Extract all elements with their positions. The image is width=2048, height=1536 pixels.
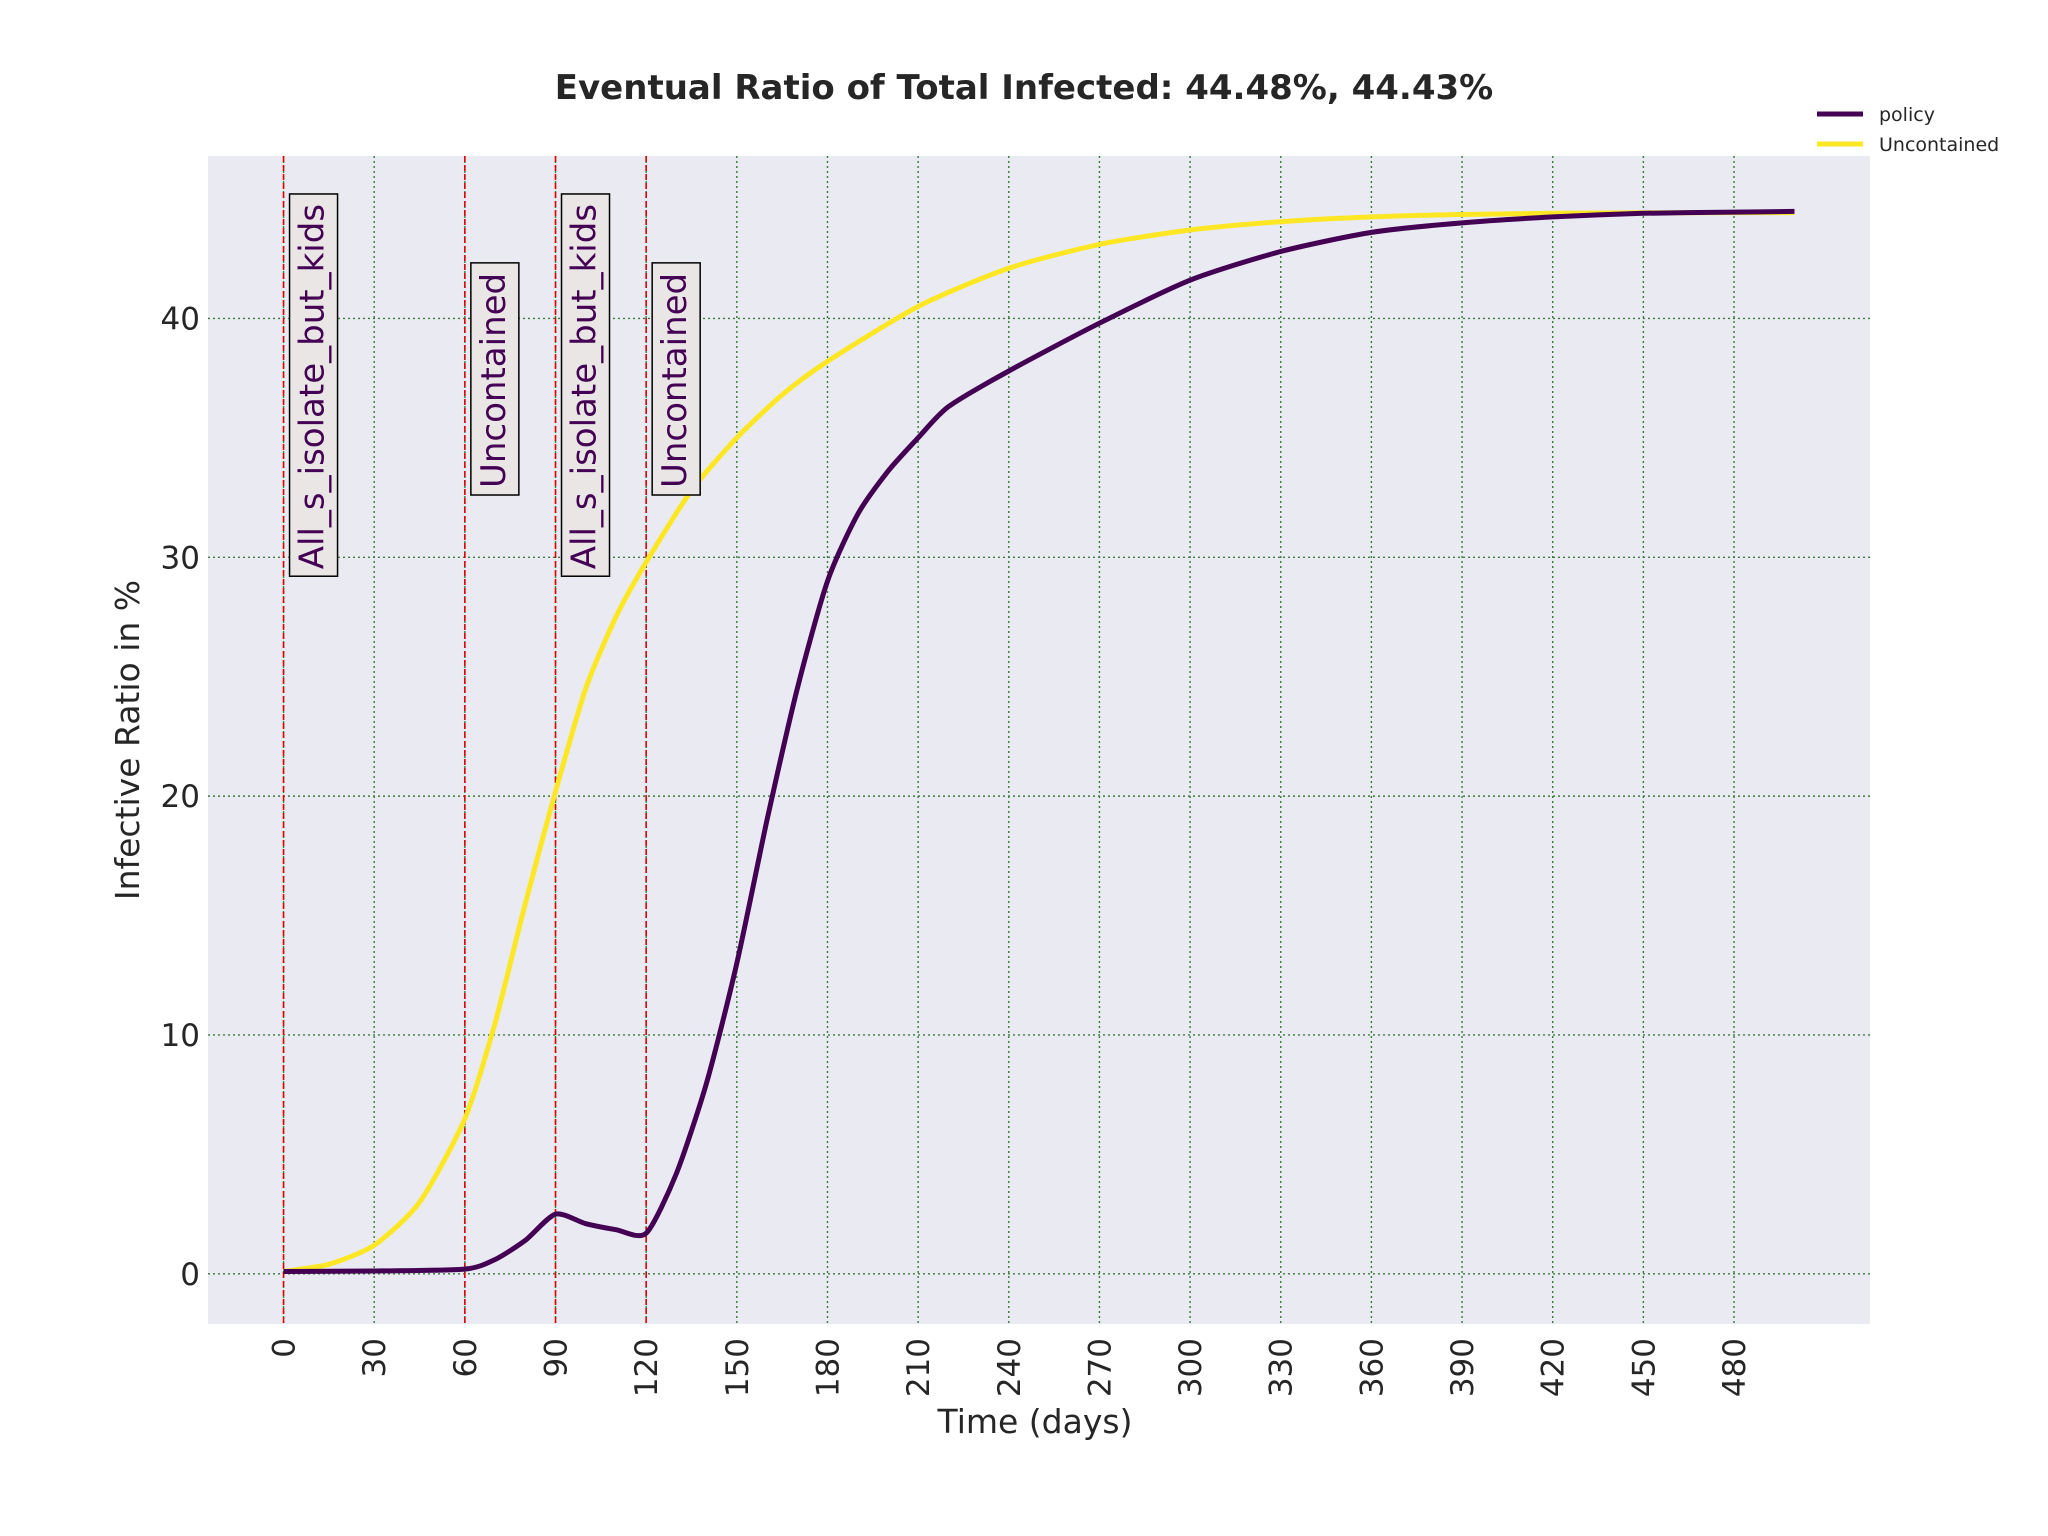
legend-label-policy: policy <box>1879 104 1935 126</box>
y-tick-label: 10 <box>161 1018 200 1054</box>
policy-annotation: All_s_isolate_but_kids <box>560 193 611 577</box>
policy-annotation: Uncontained <box>470 262 520 496</box>
y-tick-label: 0 <box>180 1257 200 1293</box>
x-axis-ticks: 0 30 60 90 120 150 180 210 240 270 300 330 360 390 420… <box>267 1338 1753 1397</box>
x-tick-label: 450 <box>1626 1338 1662 1397</box>
x-tick-label: 0 <box>267 1338 303 1358</box>
x-tick-label: 420 <box>1536 1338 1572 1397</box>
x-axis-label: Time (days) <box>937 1402 1133 1441</box>
policy-annotation-label: All_s_isolate_but_kids <box>565 204 605 569</box>
x-tick-label: 210 <box>901 1338 937 1397</box>
policy-annotation-label: Uncontained <box>655 273 695 488</box>
policy-annotation: All_s_isolate_but_kids <box>288 193 339 577</box>
x-tick-label: 360 <box>1354 1338 1390 1397</box>
x-tick-label: 180 <box>810 1338 846 1397</box>
policy-annotation-box <box>288 193 339 577</box>
series-lines <box>283 208 1795 1274</box>
plot-area <box>208 156 1870 1324</box>
policy-annotation: Uncontained <box>651 262 701 496</box>
y-axis-ticks: 0 10 20 30 40 <box>161 301 200 1292</box>
x-tick-label: 150 <box>720 1338 756 1397</box>
policy-switch-lines <box>282 156 647 1324</box>
y-tick-label: 40 <box>161 301 200 337</box>
policy-annotations: All_s_isolate_but_kids Uncontained All_s_i… <box>288 193 701 577</box>
x-tick-label: 270 <box>1082 1338 1118 1397</box>
y-tick-label: 20 <box>161 779 200 815</box>
x-tick-label: 30 <box>357 1338 393 1377</box>
legend: policy Uncontained <box>1817 104 1999 156</box>
policy-annotation-label: All_s_isolate_but_kids <box>293 204 333 569</box>
x-tick-label: 60 <box>448 1338 484 1377</box>
x-tick-label: 90 <box>539 1338 575 1377</box>
policy-annotation-box <box>470 262 520 496</box>
y-axis-label: Infective Ratio in % <box>108 580 147 900</box>
policy-annotation-label: Uncontained <box>474 273 514 488</box>
chart-title: Eventual Ratio of Total Infected: 44.48%… <box>555 68 1493 108</box>
x-tick-label: 240 <box>992 1338 1028 1397</box>
x-tick-label: 480 <box>1717 1338 1753 1397</box>
legend-label-uncontained: Uncontained <box>1879 134 1999 156</box>
series-line-policy <box>283 208 1795 1274</box>
y-tick-label: 30 <box>161 540 200 576</box>
x-tick-label: 390 <box>1445 1338 1481 1397</box>
policy-annotation-box <box>560 193 611 577</box>
series-line-uncontained <box>283 210 1795 1274</box>
x-tick-label: 300 <box>1173 1338 1209 1397</box>
x-tick-label: 120 <box>629 1338 665 1397</box>
policy-annotation-box <box>651 262 701 496</box>
x-tick-label: 330 <box>1264 1338 1300 1397</box>
